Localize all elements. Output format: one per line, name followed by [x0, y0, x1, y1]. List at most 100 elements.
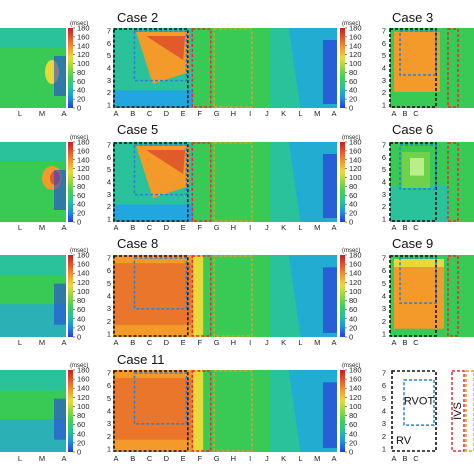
colorbar-tick-label: 160	[77, 375, 90, 384]
heatmap-latest-area	[113, 378, 192, 440]
row-tick-label: 2	[382, 317, 386, 326]
column-tick-label: L	[298, 454, 302, 463]
case-title: Case 6	[392, 122, 433, 137]
case-panel-right: Case 6 7 6 5 4 3 2 1A B C	[382, 122, 474, 232]
colorbar-tick-label: 80	[349, 296, 357, 305]
column-tick-label: K	[281, 109, 286, 118]
rvot-region-outline	[133, 30, 188, 82]
heatmap-transition	[193, 370, 204, 452]
column-tick-label: E	[181, 338, 186, 347]
colorbar-tick-label: 120	[349, 50, 362, 59]
row-tick-label: 3	[107, 419, 111, 428]
legend-ivs-outline	[451, 370, 465, 452]
heatmap-light-area	[410, 158, 424, 176]
row-tick-label: 6	[382, 381, 386, 390]
colorbar-tick-label: 60	[349, 191, 357, 200]
heatmap-latest-area	[113, 263, 192, 325]
colorbar-tick-label: 160	[349, 375, 362, 384]
heatmap-top-area	[0, 255, 66, 276]
row-tick-label: 4	[107, 292, 111, 301]
ivs-region-outline	[191, 28, 212, 108]
column-tick-label: L	[298, 109, 302, 118]
heatmap-bottom-blue	[113, 90, 194, 108]
row-tick-label: 6	[107, 153, 111, 162]
column-tick-label: D	[164, 454, 170, 463]
column-tick-label: D	[164, 338, 170, 347]
column-tick-label: L	[298, 223, 302, 232]
row-tick-label: 2	[107, 202, 111, 211]
column-tick-label: G	[214, 109, 220, 118]
colorbar-tick-label: 80	[349, 68, 357, 77]
row-tick-label: 7	[382, 254, 386, 263]
colorbar-tick-label: 20	[77, 323, 85, 332]
column-tick-label: D	[164, 223, 170, 232]
heatmap-latest-area	[146, 150, 186, 174]
legend-outflow-outline	[465, 370, 474, 452]
heatmap-edge-blue	[323, 40, 337, 104]
colorbar-unit: (msec)	[342, 21, 360, 27]
row-tick-label: 1	[382, 215, 386, 224]
rvot-region-outline	[133, 144, 188, 196]
colorbar-tick-label: 20	[349, 95, 357, 104]
row-tick-label: 2	[107, 88, 111, 97]
heatmap-bottom-area	[390, 186, 450, 222]
colorbar-tick-label: 100	[349, 287, 362, 296]
column-tick-label: K	[281, 454, 286, 463]
heatmap-edge-blue	[54, 283, 66, 325]
column-tick-label: M	[39, 109, 45, 118]
row-tick-label: 2	[382, 432, 386, 441]
colorbar-tick-label: 20	[77, 209, 85, 218]
column-tick-label: A	[61, 454, 66, 463]
column-tick-label: J	[265, 338, 269, 347]
colorbar-tick-label: 160	[349, 32, 362, 41]
column-tick-label: M	[39, 338, 45, 347]
column-tick-label: A	[113, 338, 118, 347]
heatmap-top-area	[0, 370, 66, 391]
colorbar-tick-label: 180	[349, 138, 362, 147]
heatmap-transition	[193, 255, 204, 337]
legend-rv-label: RV	[396, 435, 412, 447]
row-tick-label: 3	[107, 190, 111, 199]
column-tick-label: B	[402, 109, 407, 118]
row-tick-label: 5	[382, 165, 386, 174]
row-tick-label: 7	[107, 369, 111, 378]
colorbar-tick-label: 20	[77, 438, 85, 447]
case-panel-right: Case 9 7 6 5 4 3 2 1A B C	[382, 236, 474, 347]
colorbar-tick-label: 160	[77, 146, 90, 155]
column-tick-label: C	[413, 223, 419, 232]
column-tick-label: C	[147, 454, 153, 463]
colorbar-tick-label: 100	[349, 59, 362, 68]
colorbar-tick-label: 40	[77, 314, 85, 323]
colorbar-tick-label: 100	[349, 173, 362, 182]
rv-region-outline	[113, 370, 189, 452]
colorbar-tick-label: 180	[77, 366, 90, 375]
row-tick-label: 4	[382, 407, 386, 416]
column-tick-label: H	[231, 338, 236, 347]
outflow-region-outline	[213, 142, 253, 222]
case-panel-right: Case 3 7 6 5 4 3 2 1A B C	[382, 10, 474, 118]
legend-rv-outline	[391, 370, 437, 452]
colorbar-tick-label: 80	[77, 296, 85, 305]
colorbar-tick-label: 80	[349, 411, 357, 420]
colorbar-tick-label: 120	[77, 278, 90, 287]
colorbar-tick-label: 120	[349, 164, 362, 173]
colorbar-tick-label: 100	[77, 59, 90, 68]
heatmap-edge-blue	[54, 56, 66, 96]
column-tick-label: A	[391, 223, 396, 232]
colorbar-tick-label: 60	[349, 77, 357, 86]
column-tick-label: L	[18, 109, 22, 118]
row-tick-label: 3	[382, 190, 386, 199]
row-tick-label: 5	[107, 51, 111, 60]
row-tick-label: 7	[107, 141, 111, 150]
heatmap-top-band	[394, 259, 444, 267]
column-tick-label: L	[18, 338, 22, 347]
colorbar-tick-label: 0	[77, 218, 81, 227]
colorbar-tick-label: 40	[77, 429, 85, 438]
column-tick-label: G	[214, 223, 220, 232]
column-tick-label: C	[147, 109, 153, 118]
